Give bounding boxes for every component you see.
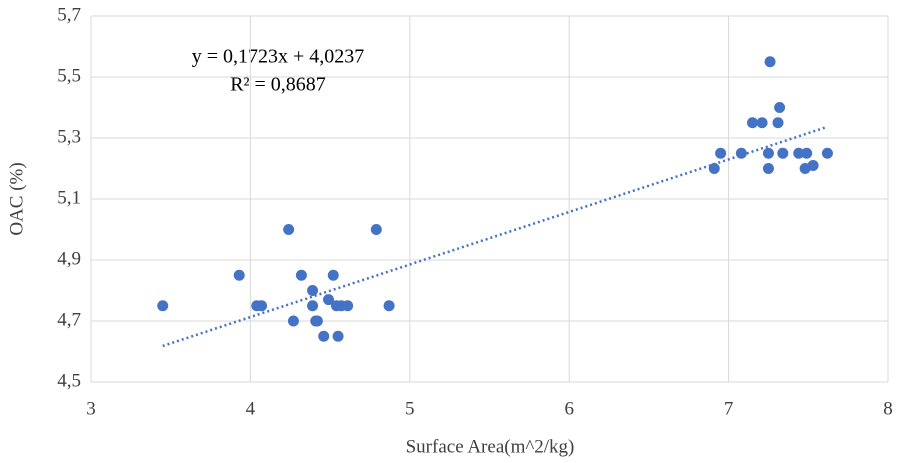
point bbox=[323, 294, 335, 306]
point bbox=[715, 147, 727, 159]
y-tick-label: 5,5 bbox=[57, 65, 81, 86]
x-axis-label: Surface Area(m^2/kg) bbox=[406, 436, 575, 457]
x-tick-label: 6 bbox=[564, 398, 574, 419]
point bbox=[762, 147, 774, 159]
point bbox=[256, 300, 268, 312]
point bbox=[311, 315, 323, 327]
point bbox=[821, 147, 833, 159]
trend-equation: y = 0,1723x + 4,0237 bbox=[192, 46, 365, 68]
point bbox=[772, 117, 784, 129]
y-tick-label: 5,3 bbox=[57, 126, 81, 147]
y-tick-label: 5,1 bbox=[57, 187, 81, 208]
y-tick-label: 4,9 bbox=[57, 248, 81, 269]
y-tick-label: 4,7 bbox=[57, 309, 81, 330]
y-axis-label: OAC (%) bbox=[6, 162, 27, 235]
x-tick-label: 8 bbox=[883, 398, 893, 419]
point bbox=[762, 163, 774, 174]
point bbox=[287, 315, 299, 327]
point bbox=[295, 269, 307, 281]
point bbox=[157, 300, 169, 312]
x-tick-label: 5 bbox=[405, 398, 415, 419]
y-tick-label: 5,7 bbox=[57, 4, 81, 25]
x-tick-label: 4 bbox=[246, 398, 256, 419]
x-tick-label: 3 bbox=[86, 398, 96, 419]
point bbox=[708, 163, 720, 174]
point bbox=[233, 269, 245, 281]
point bbox=[764, 56, 776, 68]
point bbox=[747, 117, 759, 129]
point bbox=[307, 300, 319, 312]
r-squared: R² = 0,8687 bbox=[230, 74, 326, 96]
point bbox=[307, 285, 319, 296]
point bbox=[774, 102, 786, 113]
point bbox=[801, 147, 813, 159]
trendline bbox=[162, 125, 828, 348]
point bbox=[332, 330, 344, 342]
point bbox=[777, 147, 789, 159]
point bbox=[318, 330, 330, 342]
point bbox=[327, 269, 339, 281]
y-tick-label: 4,5 bbox=[57, 370, 81, 391]
point bbox=[793, 147, 805, 159]
point bbox=[370, 224, 382, 235]
x-tick-label: 7 bbox=[724, 398, 734, 419]
point bbox=[756, 117, 768, 129]
point bbox=[283, 224, 295, 235]
point bbox=[807, 159, 819, 171]
point bbox=[342, 300, 354, 312]
point bbox=[383, 300, 395, 312]
